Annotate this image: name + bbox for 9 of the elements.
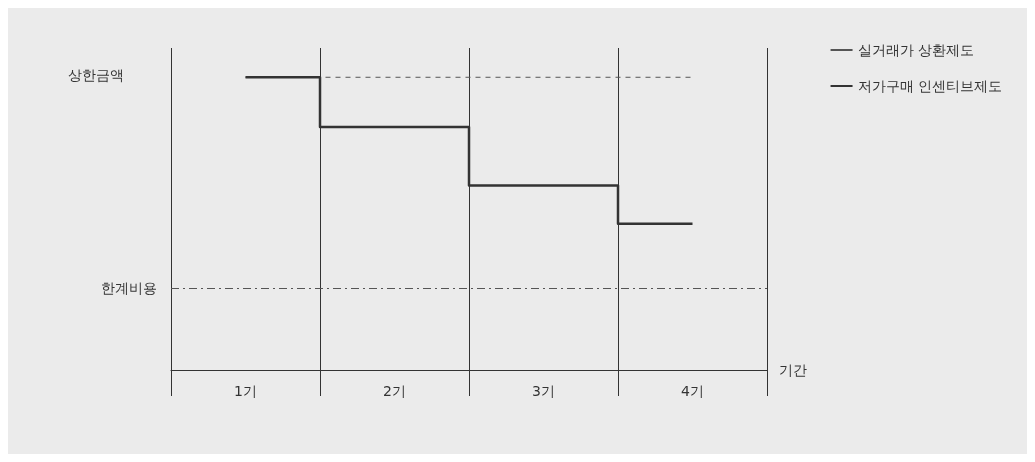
x-tick-label: 2기 (383, 383, 406, 399)
x-tick-label: 3기 (532, 383, 555, 399)
x-tick-label: 4기 (681, 383, 704, 399)
x-tick-label: 1기 (234, 383, 257, 399)
x-axis-title: 기간 (779, 362, 807, 378)
ref-line-label: 한계비용 (101, 280, 157, 297)
legend-label: 저가구매 인센티브제도 (857, 78, 1002, 94)
legend-label: 실거래가 상환제도 (857, 42, 974, 58)
text: 상한금액 (68, 67, 124, 84)
